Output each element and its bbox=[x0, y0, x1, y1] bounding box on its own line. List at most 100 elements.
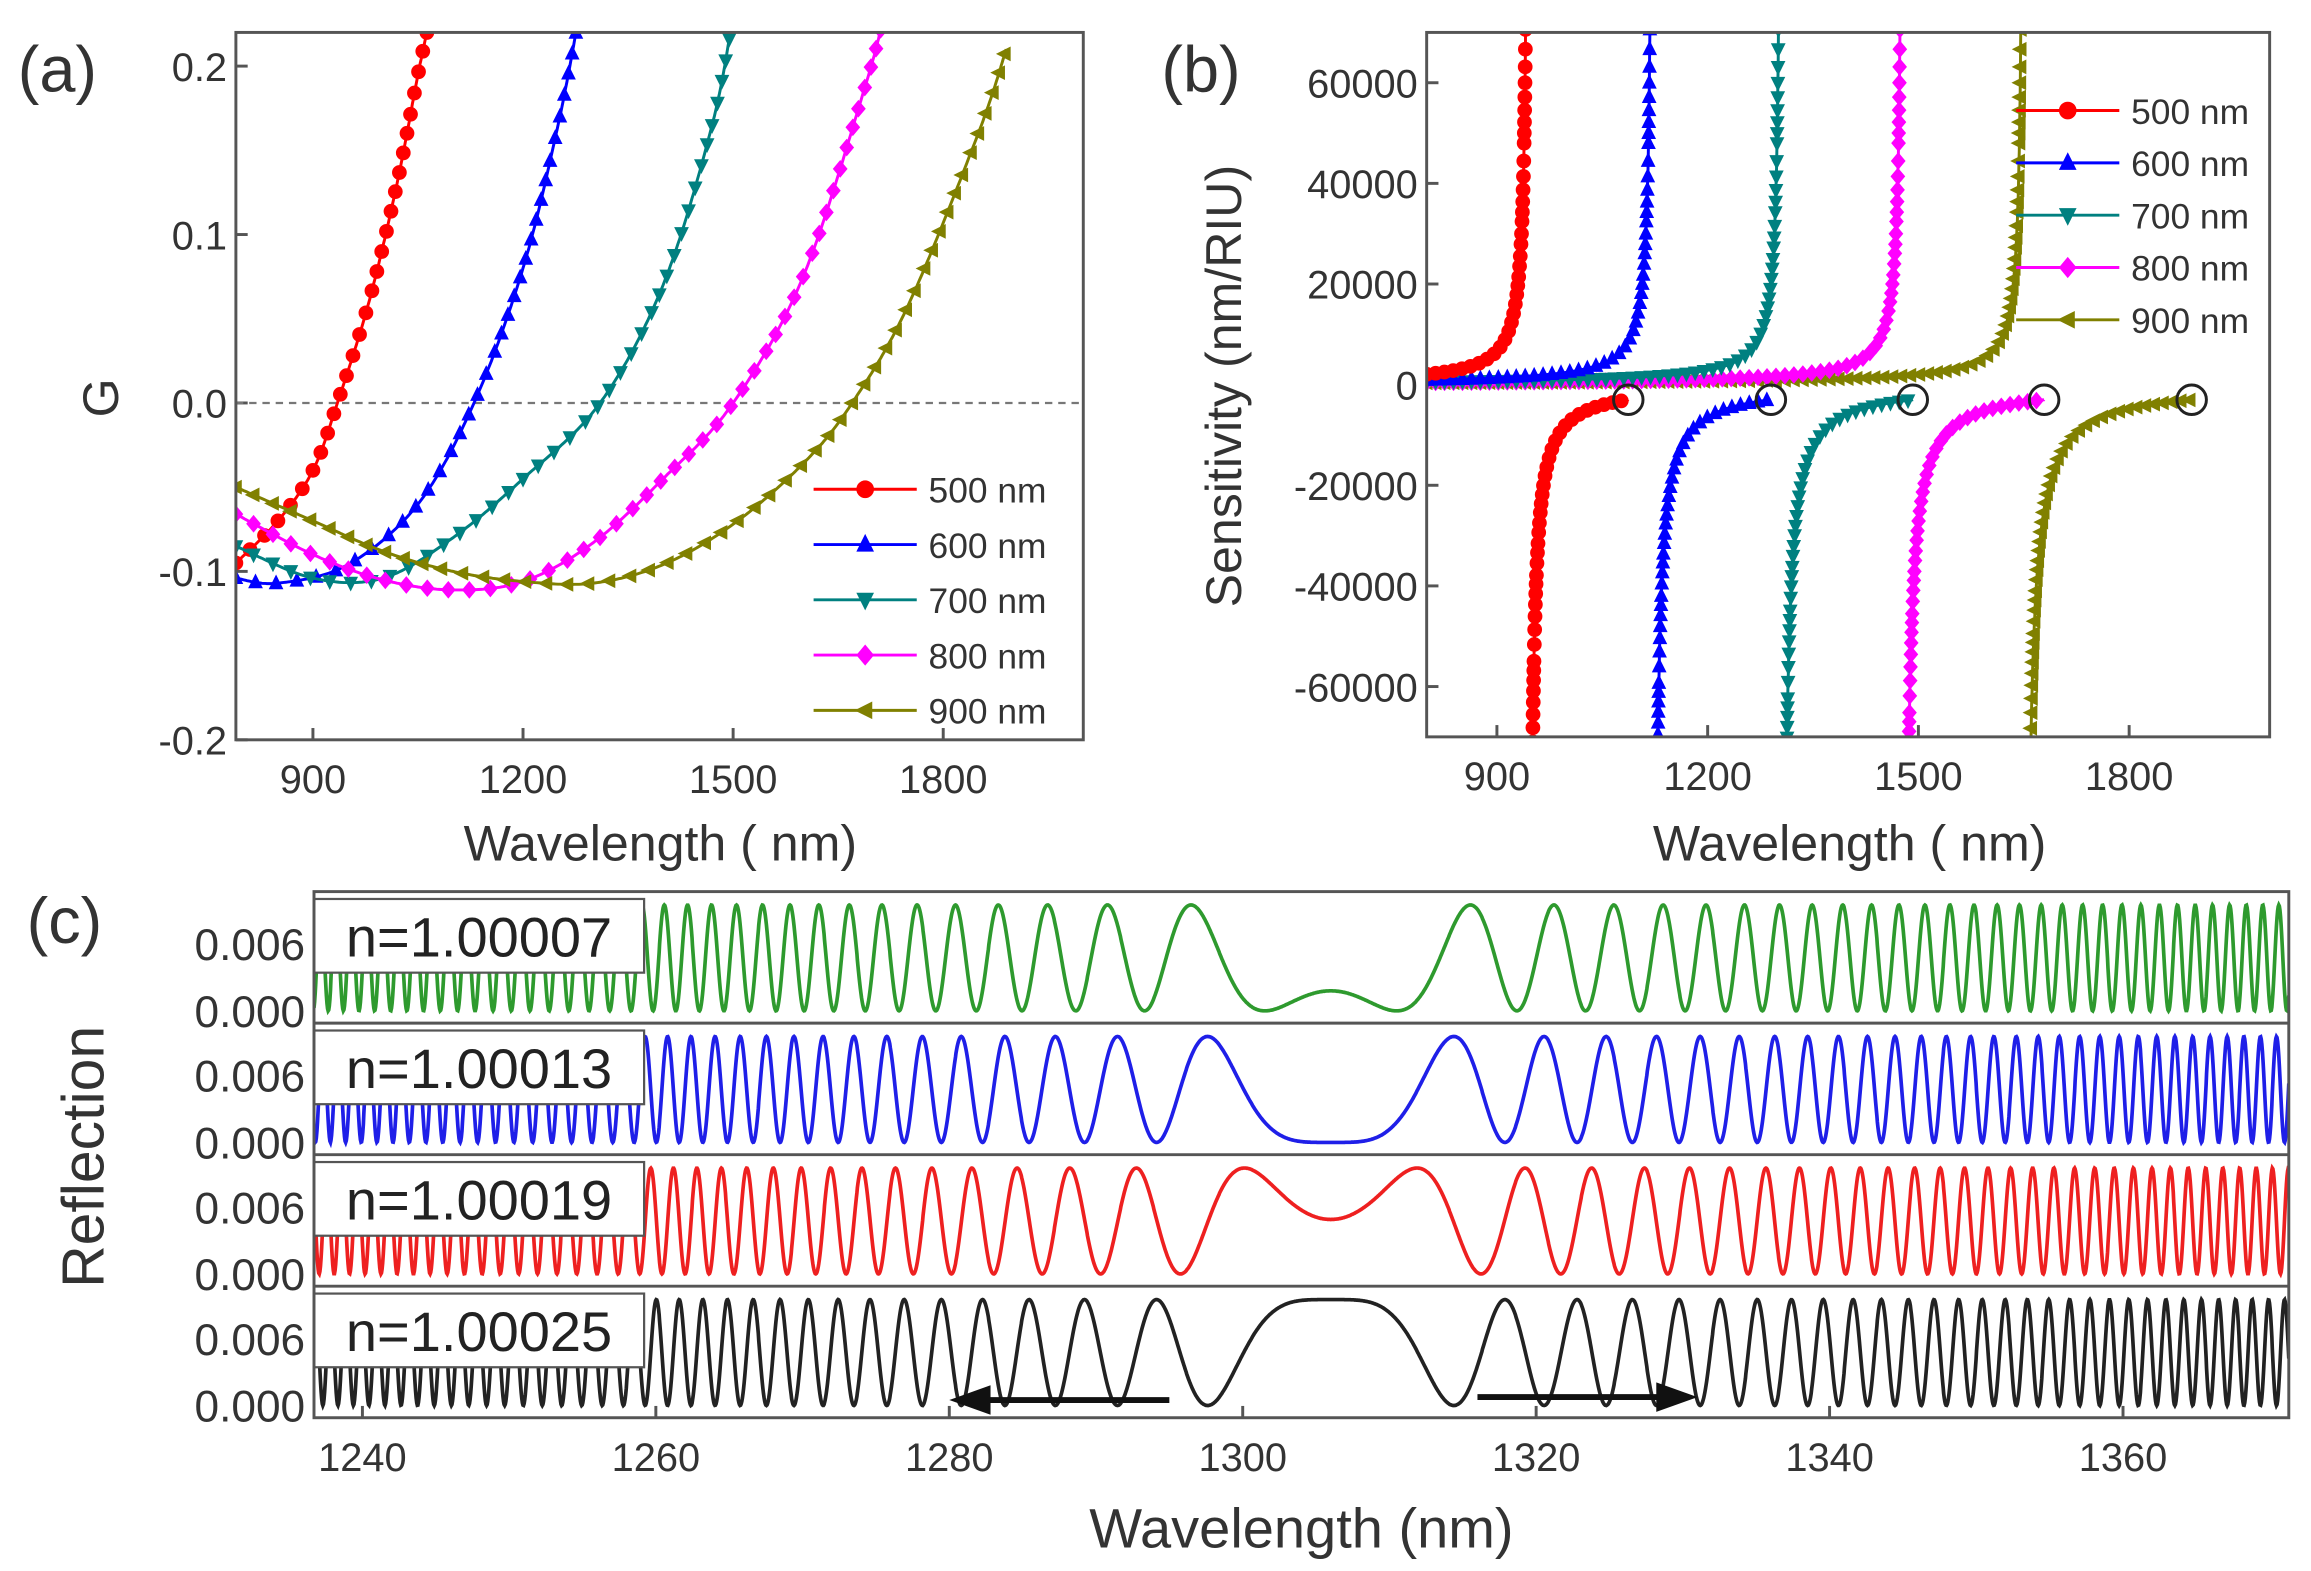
data-point bbox=[1786, 366, 1802, 384]
data-point bbox=[930, 223, 946, 239]
data-point bbox=[1652, 629, 1668, 645]
data-point bbox=[592, 528, 608, 547]
data-point bbox=[1714, 369, 1730, 388]
data-point bbox=[938, 204, 954, 220]
data-point bbox=[1764, 262, 1780, 278]
data-point bbox=[659, 269, 675, 285]
data-point bbox=[1891, 101, 1907, 120]
series-800-nm bbox=[235, 32, 886, 599]
data-point bbox=[1643, 0, 1658, 13]
data-point bbox=[495, 572, 511, 588]
data-point bbox=[2026, 592, 2042, 608]
data-point bbox=[1781, 661, 1796, 676]
data-point bbox=[1768, 367, 1784, 386]
data-point bbox=[1768, 183, 1784, 199]
data-point bbox=[1856, 402, 1872, 418]
data-point bbox=[2022, 747, 2037, 762]
panel-a-legend-entry: 700 nm bbox=[813, 582, 1046, 621]
data-point bbox=[420, 481, 436, 496]
refractive-index-label: n=1.00007 bbox=[346, 905, 612, 968]
data-point bbox=[1780, 675, 1796, 691]
data-point bbox=[453, 565, 469, 581]
data-point bbox=[1788, 519, 1803, 535]
data-point bbox=[1840, 408, 1855, 424]
data-point bbox=[2006, 251, 2022, 267]
data-point bbox=[2024, 644, 2040, 660]
data-point bbox=[235, 505, 244, 523]
data-point bbox=[1785, 549, 1801, 565]
arrow-head bbox=[949, 1385, 991, 1415]
data-point bbox=[851, 99, 866, 118]
panel-c-ylabel: Reflection bbox=[51, 1026, 116, 1288]
data-point bbox=[561, 64, 576, 80]
data-point bbox=[1613, 393, 1629, 409]
panel-a-ytick-label: 0.0 bbox=[172, 383, 227, 427]
data-point bbox=[1818, 423, 1834, 439]
series-line bbox=[1426, 32, 1652, 382]
data-point bbox=[1638, 212, 1654, 228]
data-point bbox=[440, 580, 456, 599]
panel-c: (c) 1240 1260 1280 1300 1320 1340 13600.0000.0… bbox=[27, 884, 2291, 1559]
data-point bbox=[244, 487, 260, 503]
data-point bbox=[1630, 303, 1646, 319]
series-900-nm bbox=[235, 46, 1011, 592]
data-point bbox=[1654, 574, 1670, 590]
panel-a-legend-entry: 800 nm bbox=[813, 637, 1046, 676]
data-point bbox=[1515, 204, 1530, 220]
data-point bbox=[1687, 366, 1703, 382]
panel-a-xlabel: Wavelength ( nm) bbox=[464, 816, 857, 872]
data-point bbox=[1526, 683, 1541, 699]
data-point bbox=[419, 549, 435, 565]
data-point bbox=[1978, 348, 1994, 363]
panel-b-ytick-label: 60000 bbox=[1307, 62, 1418, 106]
data-point bbox=[2005, 261, 2021, 276]
data-point bbox=[651, 288, 667, 304]
data-point bbox=[392, 165, 407, 180]
panel-c-ytick-label: 0.006 bbox=[195, 1053, 306, 1102]
data-point bbox=[2145, 396, 2160, 412]
data-point bbox=[305, 462, 321, 478]
data-point bbox=[2154, 395, 2169, 411]
data-point bbox=[246, 514, 261, 533]
data-point bbox=[1642, 40, 1658, 56]
data-point bbox=[2009, 182, 2025, 198]
panel-b-plot-area: 900 1200 1500 1800 -60000 -40000 -20000 0 20000 4… bbox=[1294, 0, 2249, 799]
data-point bbox=[1770, 91, 1786, 106]
data-point bbox=[1642, 58, 1657, 73]
data-point bbox=[1652, 617, 1668, 633]
data-point bbox=[687, 181, 703, 197]
data-point bbox=[1890, 181, 1905, 199]
data-point bbox=[547, 129, 563, 144]
data-point bbox=[1517, 102, 1533, 118]
data-point bbox=[303, 571, 318, 587]
data-point bbox=[1658, 514, 1674, 530]
data-point bbox=[1771, 1, 1786, 16]
data-point bbox=[1653, 587, 1669, 602]
data-point bbox=[1723, 369, 1739, 388]
panel-b-xtick-label: 1800 bbox=[2085, 755, 2173, 799]
data-point bbox=[2031, 534, 2046, 549]
legend-label: 500 nm bbox=[2131, 93, 2249, 132]
data-point bbox=[1756, 318, 1772, 334]
data-point bbox=[401, 561, 417, 576]
data-point bbox=[1525, 707, 1541, 722]
data-point bbox=[1525, 694, 1541, 710]
data-point bbox=[512, 268, 528, 284]
data-point bbox=[1889, 203, 1905, 221]
data-point bbox=[1765, 252, 1781, 268]
data-point bbox=[2033, 514, 2049, 530]
data-point bbox=[1516, 153, 1532, 169]
data-point bbox=[379, 223, 394, 239]
data-point bbox=[1651, 674, 1667, 689]
series-700-nm bbox=[1426, 1, 1929, 737]
data-point bbox=[1769, 137, 1785, 152]
data-point bbox=[681, 204, 696, 220]
data-point bbox=[2011, 41, 2027, 57]
data-point bbox=[2003, 281, 2019, 297]
data-point bbox=[328, 561, 344, 577]
legend-marker-circle-icon bbox=[2058, 101, 2077, 120]
data-point bbox=[432, 561, 448, 577]
data-point bbox=[712, 525, 728, 540]
subpanel-3: 0.000 0.006 n=1.00019 bbox=[195, 1153, 2289, 1300]
subpanel-4: 0.000 0.006 n=1.00025 bbox=[195, 1284, 2289, 1432]
